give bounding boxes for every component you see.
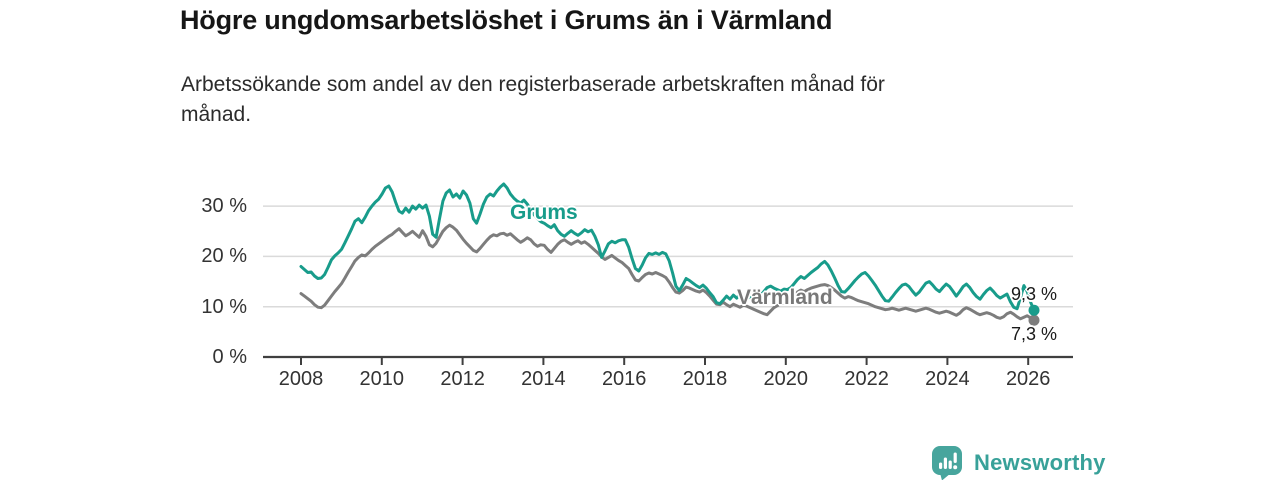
x-tick-label: 2018 <box>682 368 728 390</box>
chart-subtitle-line-2: månad. <box>181 103 252 126</box>
varmland-line <box>299 223 1036 322</box>
y-tick-label: 20 % <box>201 245 247 268</box>
x-tick-label: 2022 <box>844 368 889 390</box>
x-tick-label: 2014 <box>521 368 566 390</box>
brand-name: Newsworthy <box>974 450 1106 475</box>
y-tick-label: 10 % <box>201 295 247 318</box>
grums-end-dot <box>1028 304 1040 316</box>
series-label-grums: Grums <box>510 201 578 224</box>
bar-chart-speech-bubble-icon <box>932 446 962 480</box>
series-label-varmland: Värmland <box>737 286 833 309</box>
varmland-end-dot <box>1028 314 1040 326</box>
page-title: Högre ungdomsarbetslöshet i Grums än i V… <box>180 5 833 35</box>
x-tick-label: 2020 <box>763 368 809 390</box>
x-tick-label: 2024 <box>925 368 970 390</box>
x-tick-label: 2012 <box>440 368 485 390</box>
chart-subtitle-line-1: Arbetssökande som andel av den registerb… <box>181 73 885 96</box>
x-tick-label: 2026 <box>1005 368 1051 390</box>
x-tick-label: 2016 <box>601 368 647 390</box>
end-value-grums: 9,3 % <box>1011 284 1058 304</box>
y-tick-label: 30 % <box>201 195 247 218</box>
newsworthy-brand-link[interactable]: Newsworthy <box>931 445 1106 480</box>
x-tick-label: 2008 <box>278 368 324 390</box>
y-tick-label: 0 % <box>212 346 247 368</box>
x-tick-label: 2010 <box>359 368 405 390</box>
grums-line <box>299 182 1036 312</box>
end-value-varmland: 7,3 % <box>1011 324 1058 344</box>
